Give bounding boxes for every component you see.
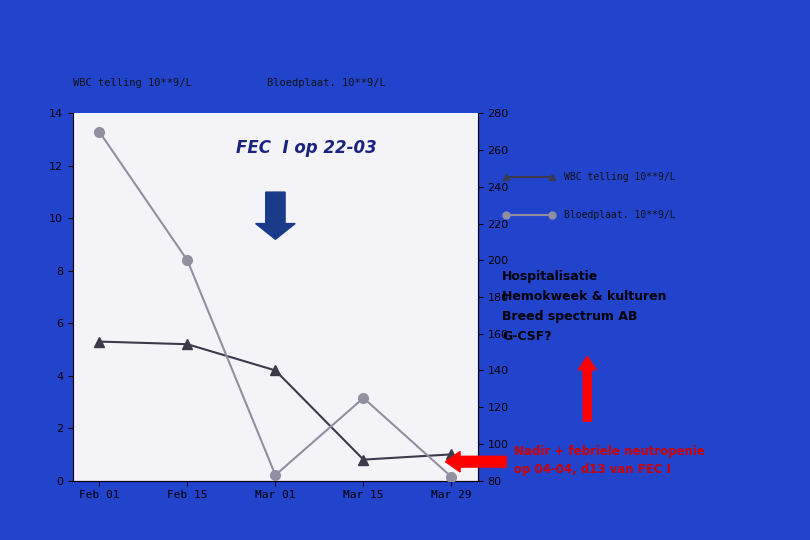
FancyArrow shape bbox=[446, 451, 506, 472]
Text: Bloedplaat. 10**9/L: Bloedplaat. 10**9/L bbox=[564, 211, 676, 220]
Text: WBC telling 10**9/L: WBC telling 10**9/L bbox=[564, 172, 676, 182]
Text: Nadir + febriele neutropenie
op 04-04, d13 van FEC I: Nadir + febriele neutropenie op 04-04, d… bbox=[514, 446, 706, 476]
Text: Hospitalisatie
Hemokweek & kulturen
Breed spectrum AB
G-CSF?: Hospitalisatie Hemokweek & kulturen Bree… bbox=[502, 270, 667, 343]
Text: Bloedplaat. 10**9/L: Bloedplaat. 10**9/L bbox=[267, 78, 386, 89]
Text: FEC  I op 22-03: FEC I op 22-03 bbox=[236, 139, 377, 157]
Text: WBC telling 10**9/L: WBC telling 10**9/L bbox=[73, 78, 192, 89]
FancyArrow shape bbox=[256, 192, 295, 239]
FancyArrow shape bbox=[578, 356, 596, 421]
